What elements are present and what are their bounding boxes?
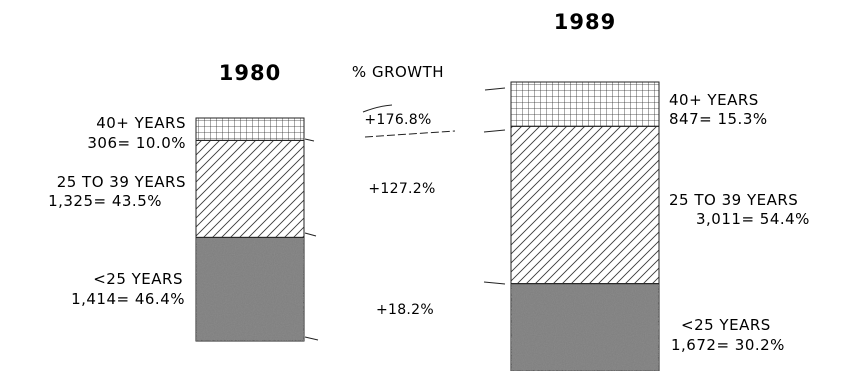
leader-line [304, 336, 319, 341]
bar-texture-1989 [511, 283, 659, 371]
label-1989-over40-value: 847= 15.3% [669, 110, 768, 128]
label-1980-over40-value: 306= 10.0% [87, 134, 186, 152]
bar-1980-40-plus [195, 117, 305, 141]
leader-line [304, 138, 315, 142]
label-1980-over40-name: 40+ YEARS [96, 114, 186, 132]
bar-1989-25-to-39 [510, 125, 660, 285]
growth-over40: +176.8% [364, 112, 431, 128]
year-1980-title: 1980 [219, 61, 281, 85]
year-1989-title: 1989 [554, 10, 616, 34]
leader-line [304, 232, 317, 237]
growth-under25: +18.2% [376, 302, 434, 318]
label-1980-under25-name: <25 YEARS [93, 270, 183, 288]
label-1980-25to39-value: 1,325= 43.5% [48, 192, 162, 210]
label-1980-under25-value: 1,414= 46.4% [71, 290, 185, 308]
leader-line [483, 129, 506, 133]
bar-texture-1980 [196, 237, 304, 341]
growth-bracket-bottom [364, 130, 456, 138]
label-1989-25to39-value: 3,011= 54.4% [696, 210, 810, 228]
label-1989-under25-value: 1,672= 30.2% [671, 336, 785, 354]
label-1989-25to39-name: 25 TO 39 YEARS [669, 191, 798, 209]
bar-1989-40-plus [510, 81, 660, 127]
label-1989-under25-name: <25 YEARS [681, 316, 771, 334]
growth-header: % GROWTH [352, 63, 444, 81]
growth-bracket-top [362, 104, 393, 113]
leader-lines [304, 87, 506, 341]
growth-25to39: +127.2% [368, 181, 435, 197]
leader-line [483, 281, 506, 285]
label-1980-25to39-name: 25 TO 39 YEARS [57, 173, 186, 191]
leader-line [484, 87, 506, 91]
bars-group [195, 81, 660, 371]
bar-1980-25-to-39 [195, 139, 305, 238]
label-1989-over40-name: 40+ YEARS [669, 91, 759, 109]
